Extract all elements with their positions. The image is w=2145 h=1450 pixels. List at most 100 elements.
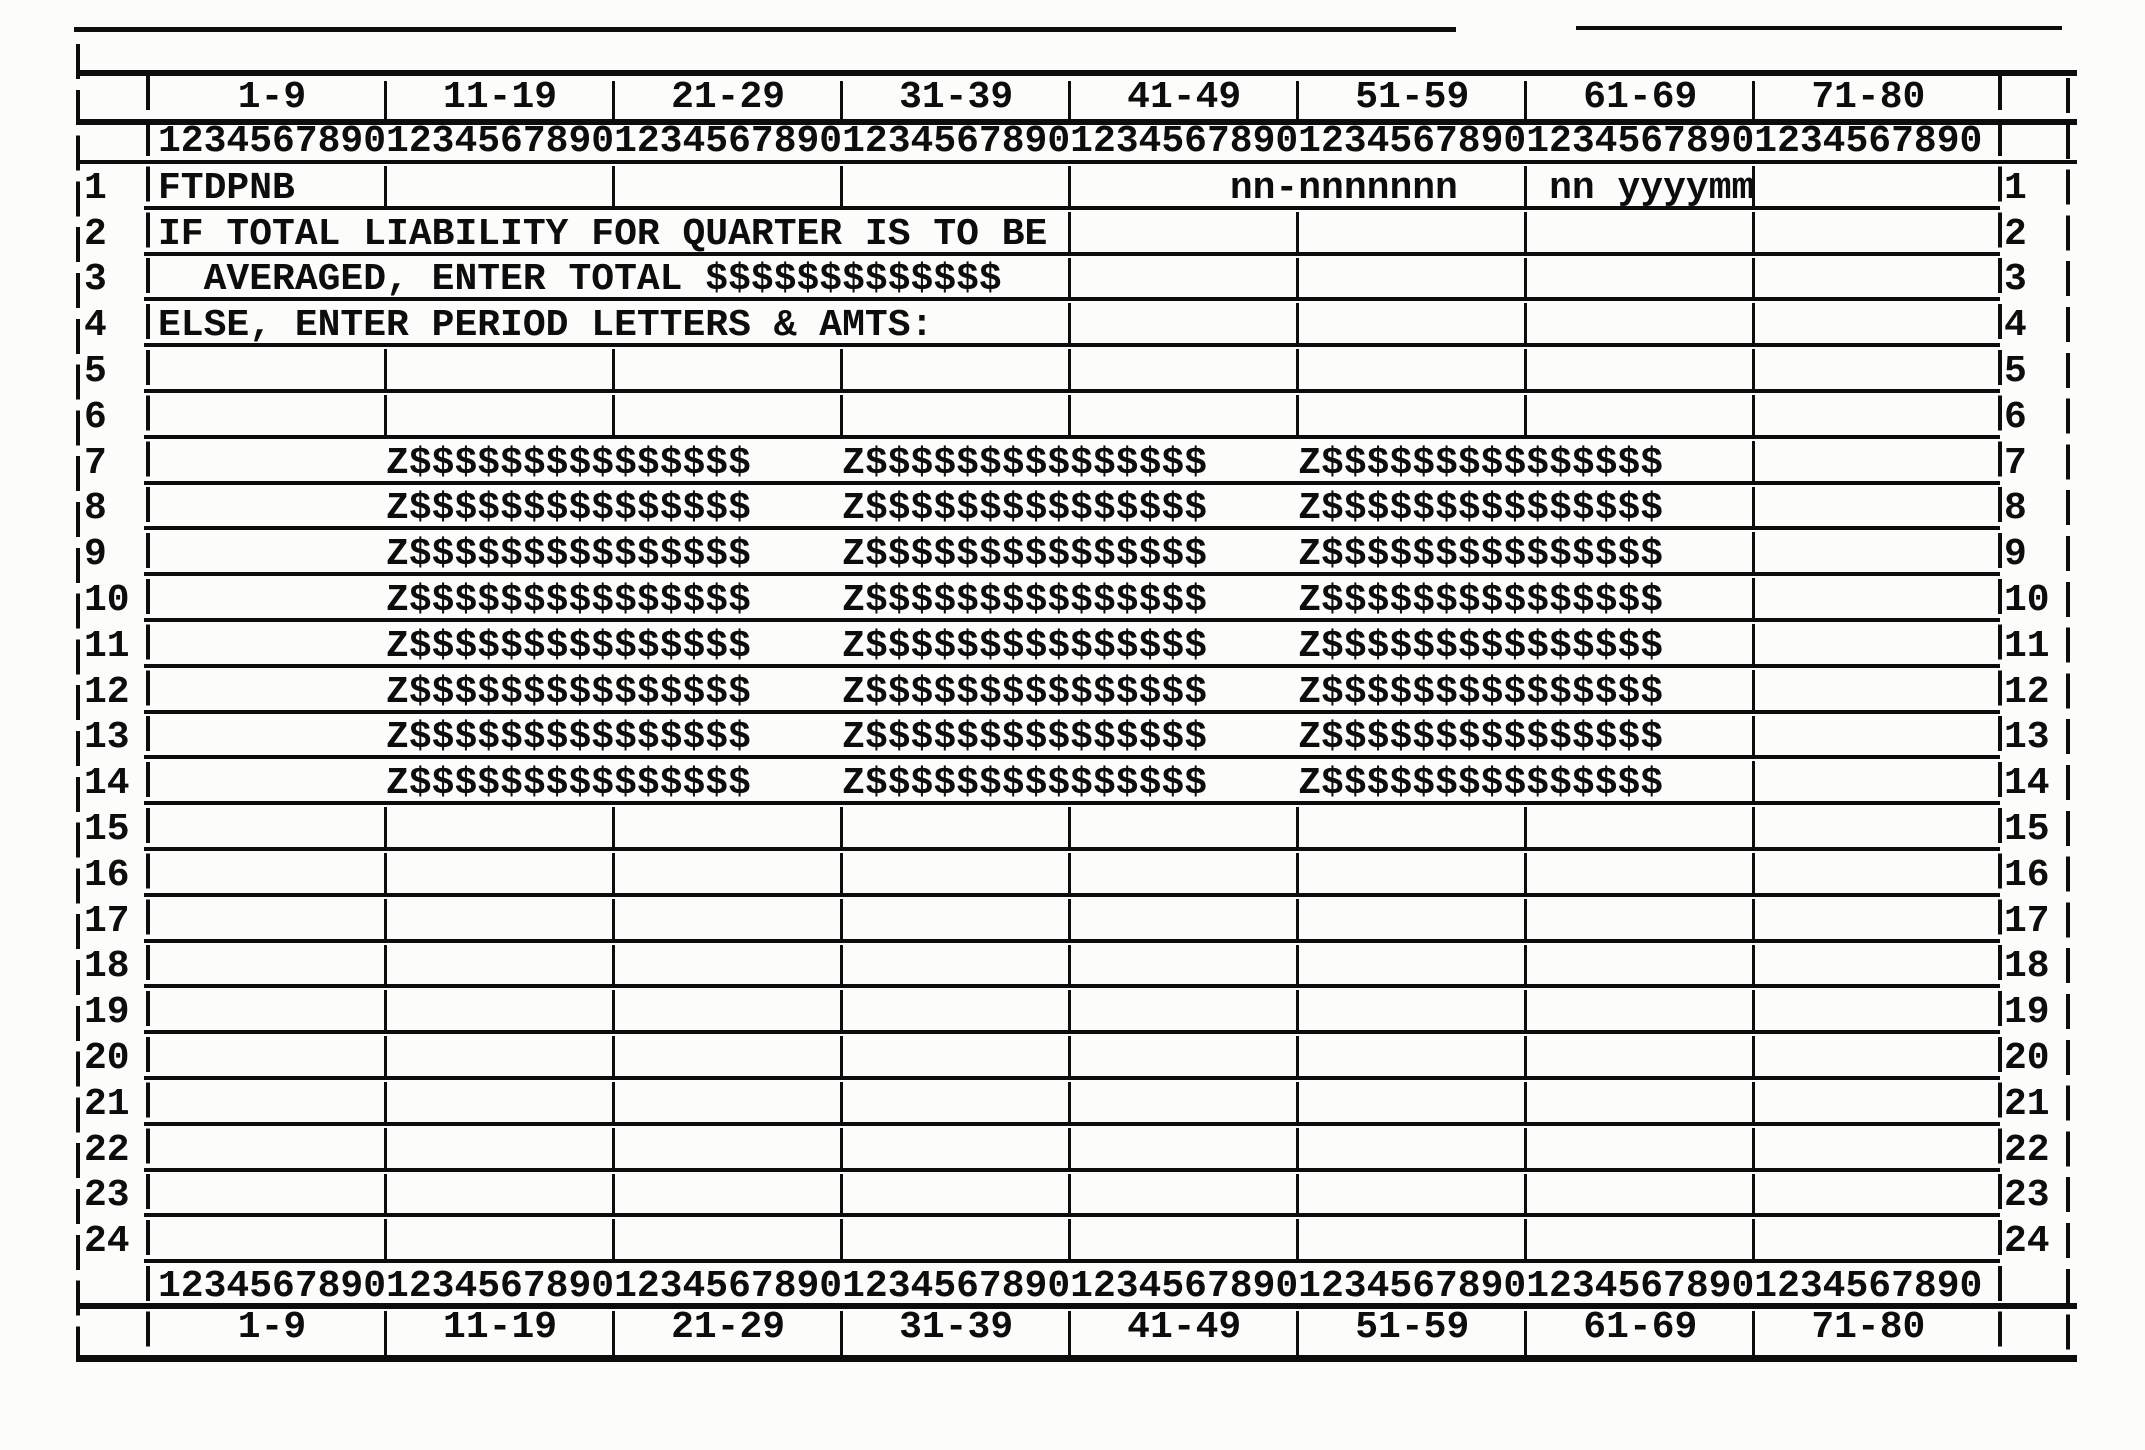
field-text: Z$$$$$$$$$$$$$$$ <box>842 487 1207 531</box>
field-text: Z$$$$$$$$$$$$$$$ <box>386 670 751 714</box>
row-number-right: 8 <box>2004 487 2027 531</box>
field-text: Z$$$$$$$$$$$$$$$ <box>842 578 1207 622</box>
column-boundary-tick <box>840 1219 844 1261</box>
row-number-left: 13 <box>84 716 130 760</box>
column-boundary-tick <box>1068 303 1072 345</box>
column-boundary-tick <box>1524 1173 1528 1215</box>
column-boundary-tick <box>612 1127 616 1169</box>
row-writing-line <box>144 892 2000 897</box>
column-boundary-tick <box>840 1036 844 1077</box>
column-boundary-tick <box>840 166 844 207</box>
column-boundary-tick <box>840 1082 844 1123</box>
column-boundary-tick <box>612 1219 616 1261</box>
row-number-right: 9 <box>2004 533 2027 577</box>
top-column-group-labels: 1-9 11-19 21-29 31-39 41-49 51-59 61-69 71-80 <box>0 75 2145 125</box>
row-writing-line <box>144 709 2000 714</box>
field-text: Z$$$$$$$$$$$$$$$ <box>1298 716 1664 760</box>
row-writing-line <box>144 205 2000 210</box>
row-writing-line <box>144 801 2000 806</box>
column-boundary-tick <box>1296 1219 1300 1261</box>
column-boundary-tick <box>1752 257 1756 299</box>
column-boundary-tick <box>1524 1219 1528 1261</box>
grid-row-21: 21 21 <box>0 1080 2145 1126</box>
column-boundary-tick <box>1752 624 1756 665</box>
column-boundary-tick <box>384 81 388 125</box>
top-ruler-underline <box>76 160 2077 164</box>
column-boundary-tick <box>1752 990 1756 1032</box>
right-number-divider <box>1998 75 2002 1362</box>
column-boundary-tick <box>1524 853 1528 894</box>
row-writing-line <box>144 1213 2000 1218</box>
column-boundary-tick <box>1068 1173 1072 1215</box>
row-number-left: 12 <box>84 670 130 714</box>
column-boundary-tick <box>1296 395 1300 436</box>
column-boundary-tick <box>1752 578 1756 619</box>
row-number-right: 11 <box>2004 624 2050 668</box>
row-number-left: 8 <box>84 487 107 531</box>
column-boundary-tick <box>840 807 844 848</box>
grid-rows: 1 1 FTDPNB nn-nnnnnnn nn yyyymm 2 2 IF TOTAL LI… <box>0 164 2145 1264</box>
row-number-right: 7 <box>2004 441 2027 485</box>
column-boundary-tick <box>840 1173 844 1215</box>
row-number-left: 17 <box>84 899 130 943</box>
row-writing-line <box>144 526 2000 531</box>
field-text: IF TOTAL LIABILITY FOR QUARTER IS TO BE <box>158 212 1048 256</box>
column-boundary-tick <box>1296 349 1300 390</box>
column-boundary-tick <box>1524 807 1528 848</box>
row-number-right: 5 <box>2004 349 2027 393</box>
row-number-left: 11 <box>84 624 130 668</box>
grid-row-11: 11 11 Z$$$$$$$$$$$$$$$ Z$$$$$$$$$$$$$$$ Z$$$… <box>0 622 2145 668</box>
field-text: Z$$$$$$$$$$$$$$$ <box>386 441 751 485</box>
field-text: Z$$$$$$$$$$$$$$$ <box>842 762 1207 806</box>
column-boundary-tick <box>1752 1036 1756 1077</box>
ruler-digits: 1234567890123456789012345678901234567890… <box>158 120 1983 163</box>
column-boundary-tick <box>1524 1127 1528 1169</box>
row-number-left: 7 <box>84 441 107 485</box>
row-number-right: 12 <box>2004 670 2050 714</box>
row-number-right: 4 <box>2004 304 2027 348</box>
column-boundary-tick <box>1752 303 1756 345</box>
column-boundary-tick <box>612 807 616 848</box>
column-boundary-tick <box>612 853 616 894</box>
column-boundary-tick <box>612 1311 616 1355</box>
row-writing-line <box>144 1121 2000 1126</box>
grid-row-2: 2 2 IF TOTAL LIABILITY FOR QUARTER IS TO B… <box>0 210 2145 256</box>
column-boundary-tick <box>1068 166 1072 207</box>
column-boundary-tick <box>1752 1219 1756 1261</box>
column-boundary-tick <box>384 898 388 940</box>
row-number-right: 20 <box>2004 1036 2050 1080</box>
field-text: nn yyyymm <box>1549 166 1755 210</box>
row-number-right: 6 <box>2004 395 2027 439</box>
row-number-left: 9 <box>84 533 107 577</box>
row-writing-line <box>144 251 2000 256</box>
grid-row-10: 10 10 Z$$$$$$$$$$$$$$$ Z$$$$$$$$$$$$$$$ Z$$$… <box>0 576 2145 622</box>
column-boundary-tick <box>1296 944 1300 986</box>
column-boundary-tick <box>840 1311 844 1355</box>
row-number-left: 15 <box>84 807 130 851</box>
page-top-rule-left <box>74 27 1456 32</box>
row-writing-line <box>144 388 2000 393</box>
field-text: Z$$$$$$$$$$$$$$$ <box>1298 578 1664 622</box>
column-boundary-tick <box>1752 898 1756 940</box>
row-number-right: 10 <box>2004 578 2050 622</box>
column-group-label: 11-19 <box>443 76 558 119</box>
field-text: Z$$$$$$$$$$$$$$$ <box>842 716 1207 760</box>
column-boundary-tick <box>1524 1036 1528 1077</box>
column-boundary-tick <box>384 1219 388 1261</box>
grid-row-20: 20 20 <box>0 1034 2145 1080</box>
column-boundary-tick <box>384 807 388 848</box>
row-writing-line <box>144 480 2000 485</box>
column-boundary-tick <box>612 166 616 207</box>
column-boundary-tick <box>1296 1082 1300 1123</box>
row-number-right: 24 <box>2004 1220 2050 1264</box>
column-boundary-tick <box>612 1173 616 1215</box>
row-writing-line <box>144 846 2000 851</box>
column-boundary-tick <box>612 944 616 986</box>
column-boundary-tick <box>1752 81 1756 125</box>
column-boundary-tick <box>1068 395 1072 436</box>
column-boundary-tick <box>1524 303 1528 345</box>
row-number-right: 2 <box>2004 212 2027 256</box>
column-boundary-tick <box>1296 990 1300 1032</box>
column-boundary-tick <box>840 853 844 894</box>
